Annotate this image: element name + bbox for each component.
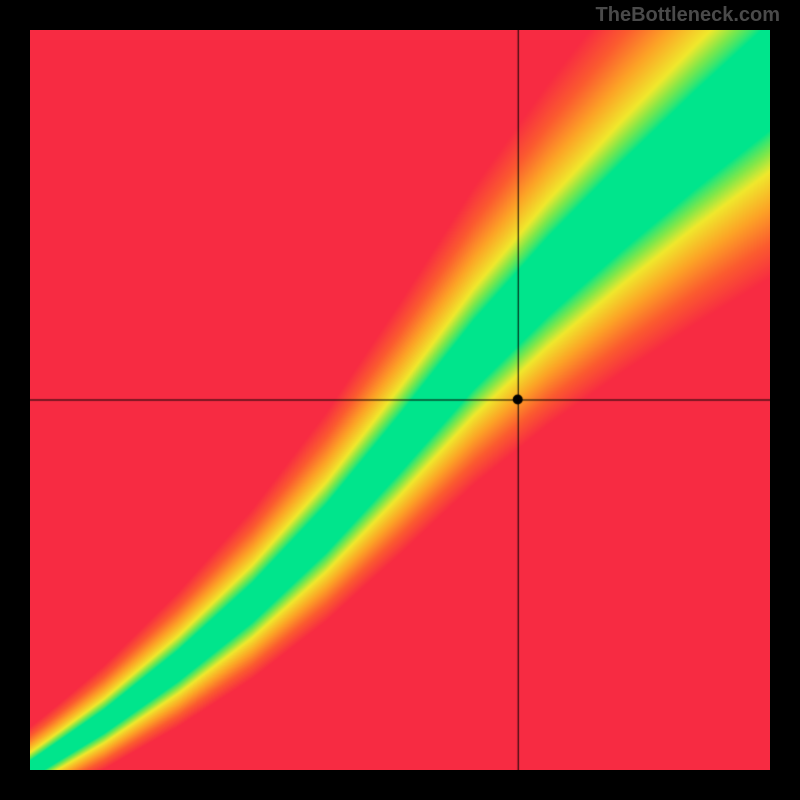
chart-container: TheBottleneck.com	[0, 0, 800, 800]
bottleneck-heatmap	[30, 30, 770, 770]
attribution-text: TheBottleneck.com	[596, 4, 780, 27]
